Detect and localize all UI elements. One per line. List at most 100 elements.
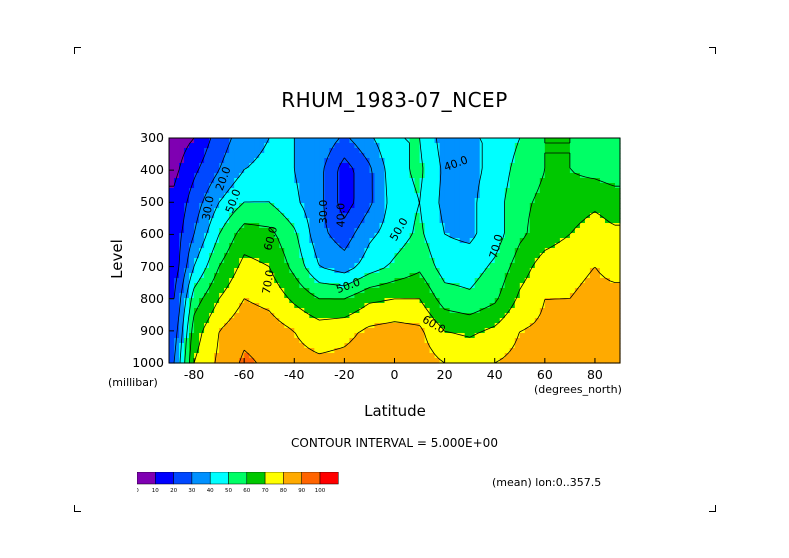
contour-cell (414, 328, 421, 334)
contour-cell (529, 283, 536, 289)
contour-cell (174, 338, 180, 344)
contour-cell (359, 263, 366, 269)
contour-cell (444, 313, 451, 319)
contour-cell (179, 183, 185, 189)
contour-cell (529, 188, 536, 194)
contour-cell (204, 213, 210, 219)
contour-cell (364, 253, 371, 259)
contour-cell (579, 353, 586, 359)
contour-cell (404, 168, 411, 174)
contour-cell (359, 198, 366, 204)
contour-cell (344, 238, 350, 244)
contour-cell (584, 323, 591, 329)
contour-cell (239, 283, 245, 289)
contour-cell (279, 158, 285, 164)
contour-cell (609, 278, 616, 284)
contour-cell (289, 218, 295, 224)
contour-cell (199, 218, 205, 224)
contour-cell (514, 283, 521, 289)
contour-cell (404, 328, 411, 334)
contour-cell (404, 278, 411, 284)
contour-cell (484, 273, 491, 279)
contour-cell (259, 248, 265, 254)
contour-cell (494, 353, 501, 359)
contour-cell (329, 193, 335, 199)
contour-cell (314, 323, 320, 329)
contour-cell (169, 243, 175, 249)
contour-cell (469, 278, 476, 284)
contour-cell (324, 283, 330, 289)
contour-cell (299, 223, 305, 229)
contour-cell (224, 223, 230, 229)
contour-cell (269, 328, 275, 334)
contour-cell (504, 213, 511, 219)
contour-cell (169, 353, 175, 359)
contour-cell (529, 328, 536, 334)
contour-cell (344, 178, 350, 184)
contour-cell (319, 353, 325, 359)
contour-cell (514, 163, 521, 169)
contour-cell (314, 188, 320, 194)
contour-cell (344, 278, 350, 284)
contour-cell (514, 203, 521, 209)
contour-cell (184, 348, 190, 354)
contour-cell (469, 183, 476, 189)
contour-cell (354, 218, 361, 224)
contour-cell (244, 193, 250, 199)
contour-cell (224, 203, 230, 209)
contour-cell (564, 328, 571, 334)
contour-cell (499, 178, 506, 184)
contour-cell (489, 338, 496, 344)
contour-cell (194, 323, 200, 329)
contour-cell (274, 183, 280, 189)
contour-cell (304, 338, 310, 344)
contour-cell (499, 313, 506, 319)
contour-cell (529, 258, 536, 264)
contour-cell (394, 223, 401, 229)
contour-cell (589, 148, 596, 154)
contour-cell (169, 298, 175, 304)
contour-cell (304, 318, 310, 324)
contour-cell (209, 243, 215, 249)
contour-cell (424, 298, 431, 304)
contour-cell (364, 318, 371, 324)
contour-cell (464, 218, 471, 224)
contour-cell (319, 308, 325, 314)
contour-cell (434, 298, 441, 304)
contour-cell (269, 138, 275, 144)
contour-cell (284, 303, 290, 309)
contour-cell (189, 258, 195, 264)
contour-cell (324, 318, 330, 324)
contour-cell (179, 188, 185, 194)
contour-cell (374, 223, 381, 229)
contour-cell (589, 253, 596, 259)
contour-cell (454, 173, 461, 179)
contour-cell (329, 308, 335, 314)
contour-cell (329, 258, 335, 264)
contour-cell (289, 263, 295, 269)
contour-cell (169, 203, 175, 209)
contour-cell (169, 358, 175, 364)
contour-cell (404, 343, 411, 349)
contour-cell (364, 198, 371, 204)
contour-cell (324, 288, 330, 294)
contour-cell (254, 348, 260, 354)
contour-cell (194, 273, 200, 279)
contour-cell (504, 348, 511, 354)
contour-cell (169, 138, 175, 144)
contour-cell (469, 148, 476, 154)
contour-cell (479, 263, 486, 269)
contour-cell (349, 258, 356, 264)
contour-cell (364, 248, 371, 254)
contour-cell (389, 198, 396, 204)
contour-cell (194, 348, 200, 354)
contour-cell (399, 173, 406, 179)
contour-cell (209, 313, 215, 319)
contour-cell (319, 193, 325, 199)
contour-cell (329, 148, 335, 154)
contour-cell (509, 283, 516, 289)
contour-cell (539, 263, 546, 269)
contour-cell (454, 153, 461, 159)
contour-cell (299, 198, 305, 204)
contour-cell (359, 153, 366, 159)
